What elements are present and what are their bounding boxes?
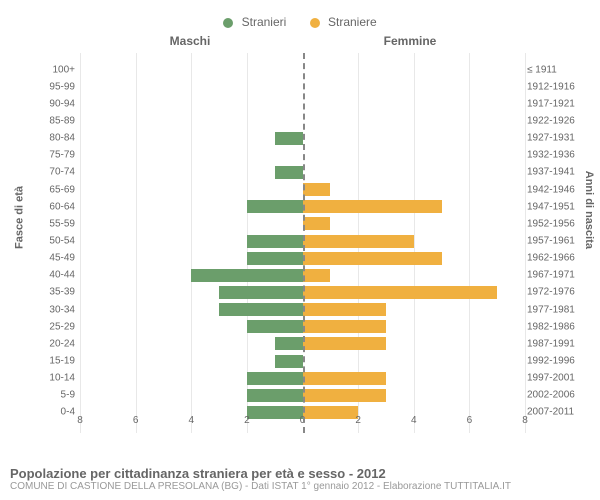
year-label: ≤ 1911 — [527, 64, 585, 75]
bar-male — [247, 235, 303, 248]
age-label: 70-74 — [40, 167, 75, 178]
age-label: 20-24 — [40, 338, 75, 349]
bar-male — [275, 166, 303, 179]
x-tick: 8 — [77, 415, 83, 426]
age-label: 90-94 — [40, 98, 75, 109]
legend-dot-female — [310, 18, 320, 28]
age-label: 40-44 — [40, 270, 75, 281]
bar-male — [191, 269, 302, 282]
year-label: 1987-1991 — [527, 338, 585, 349]
year-label: 1952-1956 — [527, 218, 585, 229]
y-axis-right: ≤ 1911 1912-1916 1917-1921 1922-1926 1927-19… — [527, 53, 585, 433]
headers: Maschi Femmine — [10, 34, 590, 48]
bar-male — [247, 320, 303, 333]
year-label: 1982-1986 — [527, 321, 585, 332]
bar-female — [303, 286, 498, 299]
legend-item-male: Stranieri — [223, 15, 286, 29]
year-label: 1912-1916 — [527, 81, 585, 92]
y-axis-label-left: Fasce di età — [13, 186, 25, 249]
year-label: 1942-1946 — [527, 184, 585, 195]
year-label: 2002-2006 — [527, 390, 585, 401]
bar-male — [247, 252, 303, 265]
age-label: 60-64 — [40, 201, 75, 212]
bar-female — [303, 183, 331, 196]
legend-dot-male — [223, 18, 233, 28]
age-label: 80-84 — [40, 133, 75, 144]
x-tick: 2 — [355, 415, 361, 426]
x-tick: 6 — [133, 415, 139, 426]
bar-female — [303, 389, 386, 402]
year-label: 2007-2011 — [527, 407, 585, 418]
legend-label-female: Straniere — [328, 15, 377, 29]
year-label: 1932-1936 — [527, 150, 585, 161]
age-label: 15-19 — [40, 356, 75, 367]
year-label: 1967-1971 — [527, 270, 585, 281]
y-axis-left: 100+ 95-99 90-94 85-89 80-84 75-79 70-74 65-69 6… — [40, 53, 75, 433]
bar-female — [303, 303, 386, 316]
bar-female — [303, 337, 386, 350]
chart-container: Stranieri Straniere Maschi Femmine Fasce… — [0, 0, 600, 500]
x-tick: 8 — [522, 415, 528, 426]
bar-male — [275, 355, 303, 368]
age-label: 50-54 — [40, 236, 75, 247]
header-male: Maschi — [80, 34, 300, 48]
year-label: 1992-1996 — [527, 356, 585, 367]
year-label: 1972-1976 — [527, 287, 585, 298]
age-label: 100+ — [40, 64, 75, 75]
age-label: 35-39 — [40, 287, 75, 298]
age-label: 0-4 — [40, 407, 75, 418]
age-label: 75-79 — [40, 150, 75, 161]
bar-female — [303, 252, 442, 265]
center-line — [303, 53, 305, 433]
year-label: 1927-1931 — [527, 133, 585, 144]
year-label: 1977-1981 — [527, 304, 585, 315]
age-label: 5-9 — [40, 390, 75, 401]
x-tick: 6 — [467, 415, 473, 426]
bar-male — [247, 372, 303, 385]
year-label: 1997-2001 — [527, 373, 585, 384]
footer: Popolazione per cittadinanza straniera p… — [10, 466, 590, 492]
year-label: 1962-1966 — [527, 253, 585, 264]
x-tick: 4 — [188, 415, 194, 426]
chart-subtitle: COMUNE DI CASTIONE DELLA PRESOLANA (BG) … — [10, 481, 590, 492]
bar-female — [303, 320, 386, 333]
age-label: 85-89 — [40, 116, 75, 127]
legend-label-male: Stranieri — [242, 15, 287, 29]
header-female: Femmine — [300, 34, 520, 48]
bars-area — [80, 53, 525, 433]
bar-female — [303, 372, 386, 385]
chart-area: Fasce di età Anni di nascita 100+95-9990… — [10, 53, 590, 433]
legend: Stranieri Straniere — [10, 10, 590, 34]
year-label: 1947-1951 — [527, 201, 585, 212]
x-tick: 2 — [244, 415, 250, 426]
chart-title: Popolazione per cittadinanza straniera p… — [10, 466, 590, 481]
age-label: 45-49 — [40, 253, 75, 264]
bar-female — [303, 217, 331, 230]
age-label: 55-59 — [40, 218, 75, 229]
bar-male — [275, 132, 303, 145]
x-tick: 4 — [411, 415, 417, 426]
bar-male — [275, 337, 303, 350]
age-label: 95-99 — [40, 81, 75, 92]
year-label: 1922-1926 — [527, 116, 585, 127]
bar-female — [303, 269, 331, 282]
year-label: 1957-1961 — [527, 236, 585, 247]
bar-male — [247, 200, 303, 213]
age-label: 65-69 — [40, 184, 75, 195]
legend-item-female: Straniere — [310, 15, 377, 29]
bar-male — [247, 389, 303, 402]
bar-male — [219, 303, 302, 316]
age-label: 30-34 — [40, 304, 75, 315]
bar-male — [219, 286, 302, 299]
year-label: 1937-1941 — [527, 167, 585, 178]
bar-female — [303, 200, 442, 213]
age-label: 10-14 — [40, 373, 75, 384]
age-label: 25-29 — [40, 321, 75, 332]
year-label: 1917-1921 — [527, 98, 585, 109]
bar-female — [303, 235, 414, 248]
